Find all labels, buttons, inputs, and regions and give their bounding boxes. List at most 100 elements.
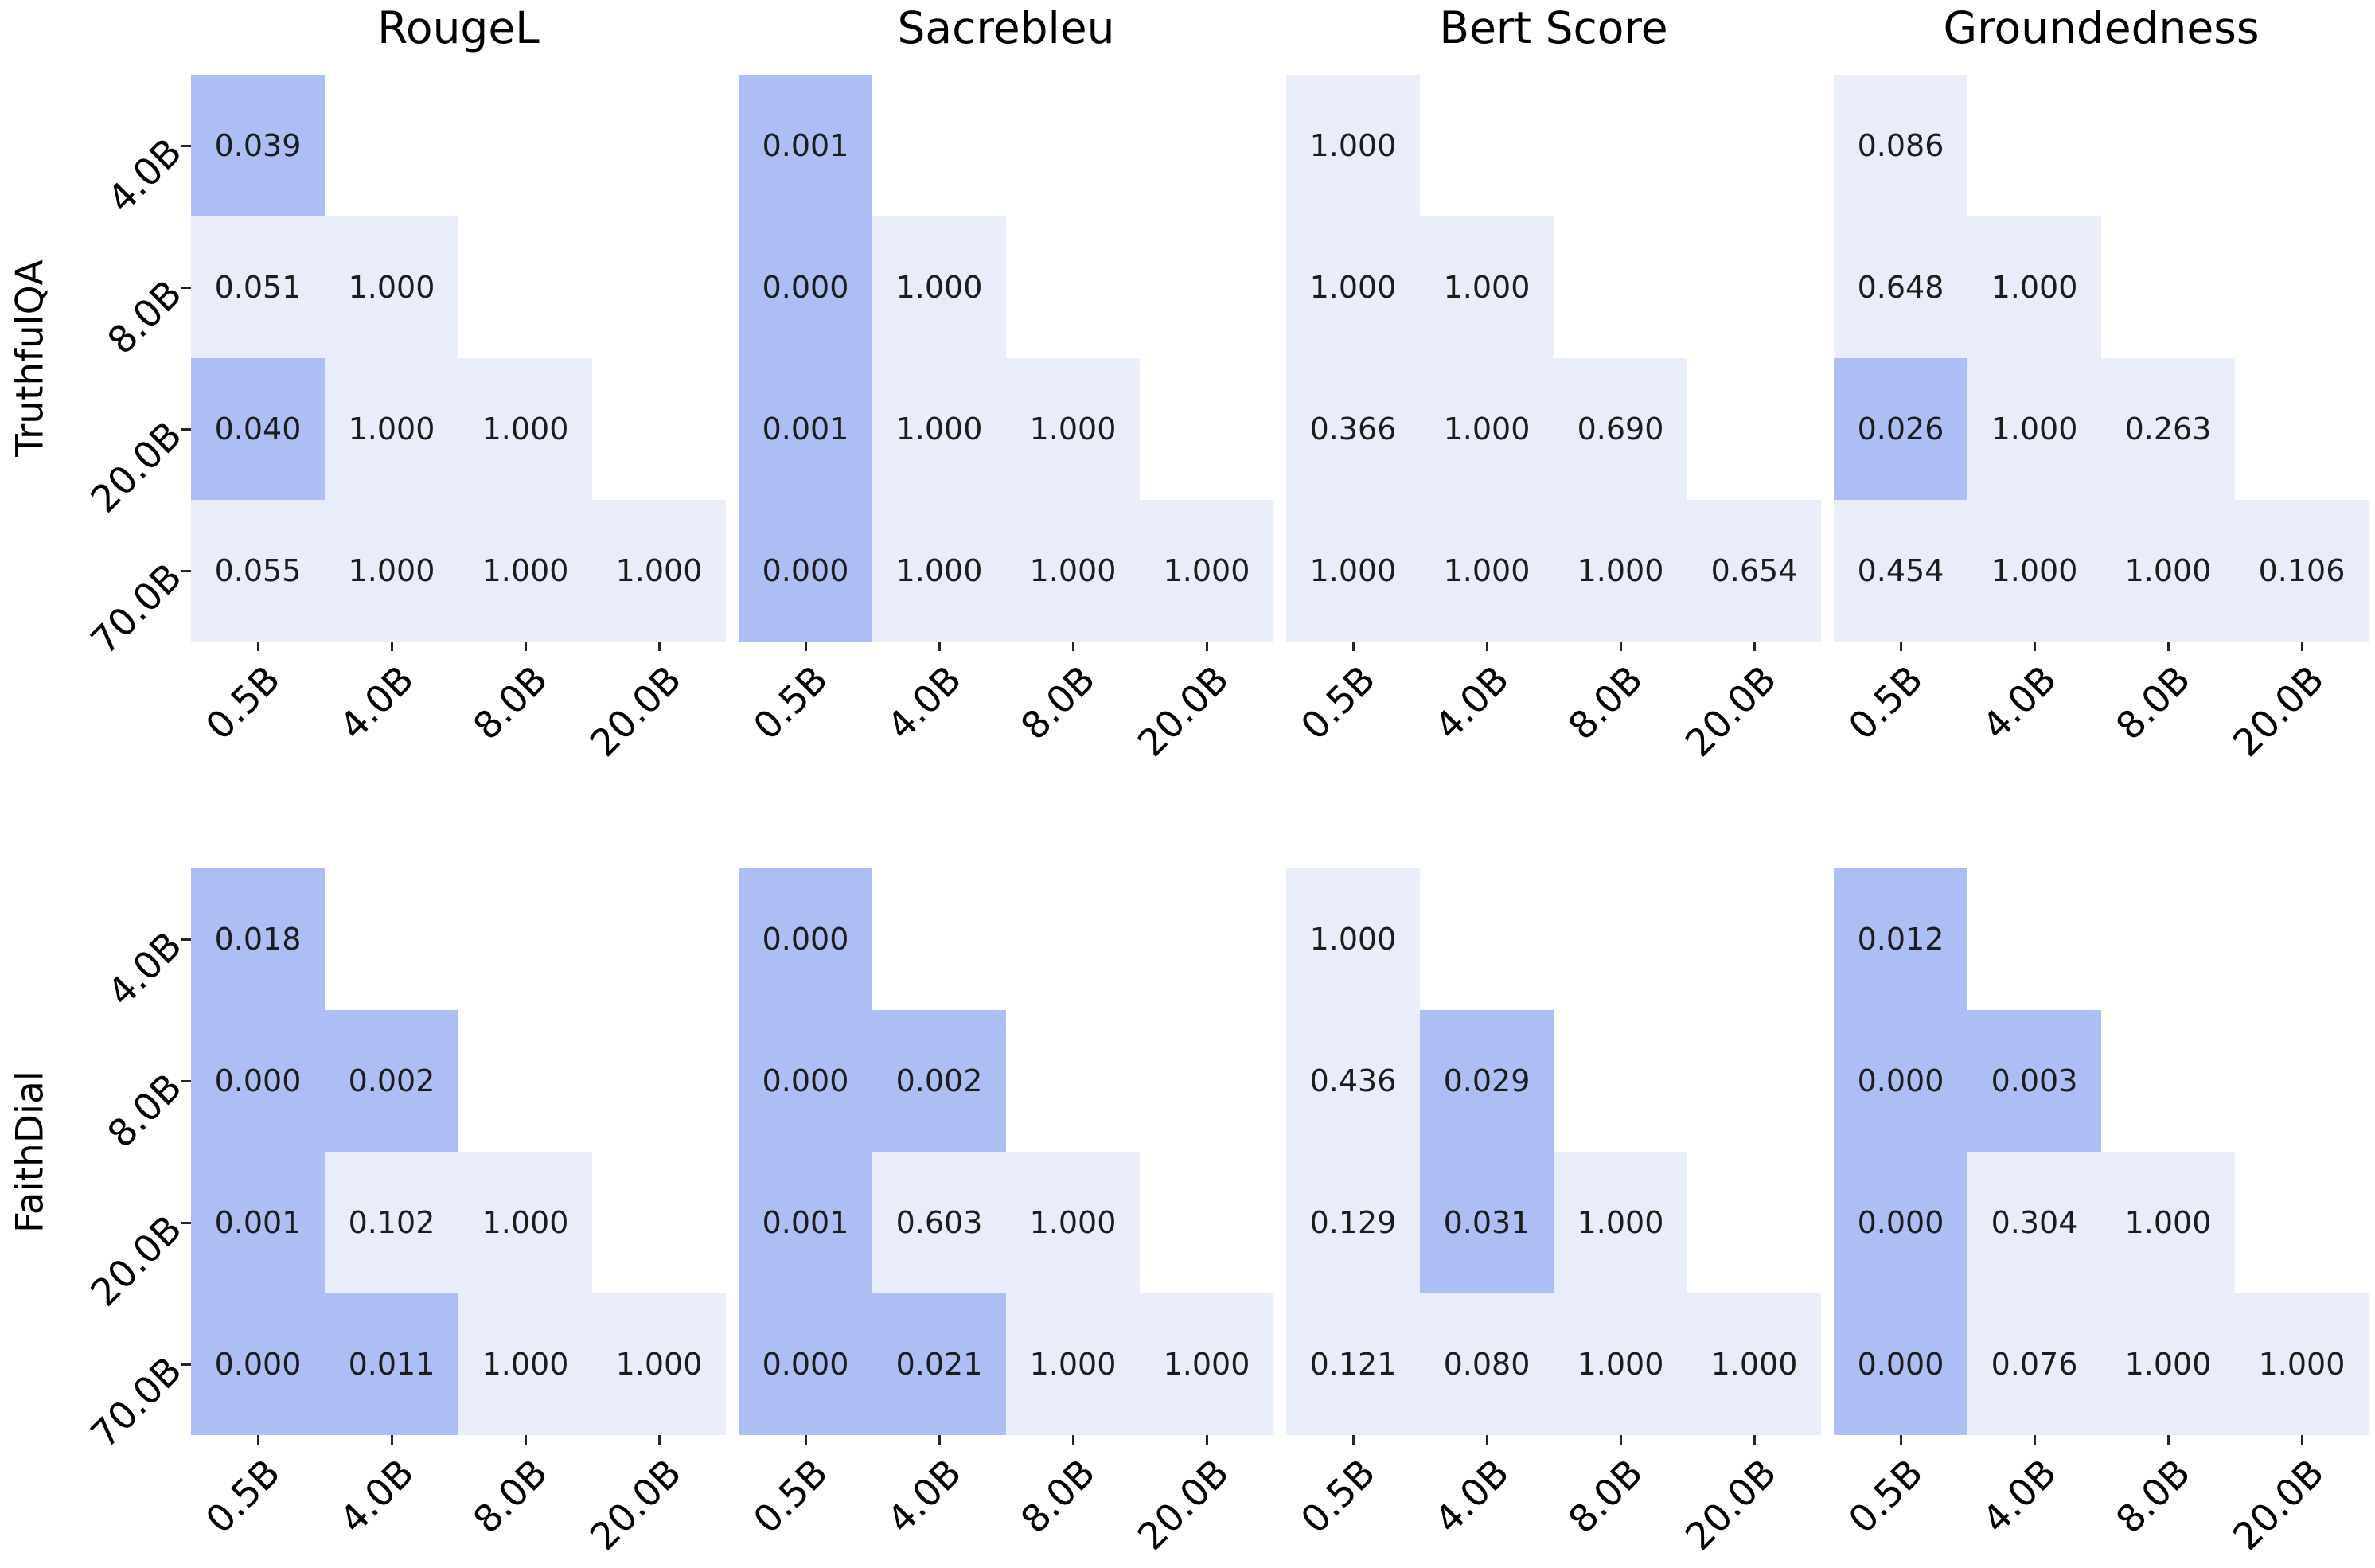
x-axis-tick-label: 20.0B	[1677, 657, 1785, 766]
heatmap-cell: 1.000	[1006, 500, 1140, 642]
heatmap-cell: 0.304	[1967, 1152, 2101, 1293]
x-axis-tick-label: 8.0B	[465, 657, 556, 749]
heatmap-cell: 0.000	[739, 1010, 872, 1152]
cell-value: 1.000	[1991, 553, 2078, 588]
heatmap-cell: 1.000	[592, 500, 726, 642]
heatmap-cell: 1.000	[1006, 1293, 1140, 1435]
x-axis-tick	[805, 642, 807, 651]
cell-value: 0.690	[1577, 412, 1664, 447]
cell-value: 0.031	[1443, 1205, 1531, 1240]
x-axis-tick	[658, 1435, 661, 1445]
y-axis-tick	[181, 570, 191, 572]
x-axis-tick	[257, 1435, 259, 1445]
heatmap-cell: 1.000	[325, 500, 458, 642]
cell-value: 0.603	[895, 1205, 983, 1240]
heatmap-cell: 1.000	[1286, 868, 1420, 1010]
heatmap-cell: 1.000	[1554, 1152, 1687, 1293]
heatmap-cell: 1.000	[1420, 358, 1554, 500]
cell-value: 0.000	[762, 270, 849, 305]
heatmap-panel-truthfulqa-groundedness: 0.086 0.648 1.000 0.026 1.000 0.263 0.454 1.000…	[1834, 75, 2369, 766]
heatmap-cell: 1.000	[872, 358, 1006, 500]
x-axis-tick	[1352, 642, 1355, 651]
cell-value: 0.129	[1309, 1205, 1397, 1240]
heatmap-cell: 0.011	[325, 1293, 458, 1435]
heatmap-cell: 1.000	[458, 1293, 592, 1435]
x-axis-tick	[391, 1435, 393, 1445]
cell-value: 0.102	[348, 1205, 435, 1240]
x-axis-tick	[1486, 642, 1488, 651]
heatmap-cell: 0.000	[1834, 1152, 1967, 1293]
cell-value: 0.001	[214, 1205, 302, 1240]
heatmap-cell: 0.001	[191, 1152, 325, 1293]
heatmap-cell: 0.366	[1286, 358, 1420, 500]
metric-title-groundedness: Groundedness	[1943, 2, 2260, 53]
heatmap-cell: 0.018	[191, 868, 325, 1010]
cell-value: 0.000	[1857, 1205, 1944, 1240]
x-axis-tick-label: 8.0B	[1560, 1451, 1652, 1543]
x-axis-tick	[938, 642, 941, 651]
cell-value: 1.000	[1029, 553, 1117, 588]
y-axis-tick-label: 8.0B	[99, 271, 191, 364]
cell-value: 1.000	[1577, 1347, 1664, 1382]
cell-value: 1.000	[348, 412, 435, 447]
x-axis-tick	[658, 642, 661, 651]
x-axis-tick-label: 0.5B	[1840, 1451, 1932, 1543]
cell-value: 0.039	[214, 128, 302, 163]
cell-value: 1.000	[1309, 922, 1397, 957]
cell-value: 1.000	[895, 412, 983, 447]
cell-value: 0.106	[2258, 553, 2346, 588]
cell-value: 1.000	[1163, 553, 1250, 588]
x-axis-tick-label: 0.5B	[1293, 657, 1384, 749]
heatmap-cell: 1.000	[1006, 1152, 1140, 1293]
cell-value: 0.648	[1857, 270, 1944, 305]
x-axis-tick-label: 20.0B	[1129, 657, 1238, 766]
x-axis-tick	[1206, 642, 1208, 651]
heatmap-panel-faithdial-groundedness: 0.012 0.000 0.003 0.000 0.304 1.000 0.000 0.076…	[1834, 868, 2369, 1559]
cell-value: 1.000	[348, 553, 435, 588]
x-axis-tick-label: 8.0B	[1012, 657, 1104, 749]
x-axis-tick-label: 8.0B	[465, 1451, 556, 1543]
x-axis-tick-label: 4.0B	[1426, 657, 1518, 749]
x-axis-tick-label: 4.0B	[331, 657, 423, 749]
heatmap-cell: 0.076	[1967, 1293, 2101, 1435]
cell-value: 0.040	[214, 412, 302, 447]
heatmap-cell: 1.000	[458, 500, 592, 642]
cell-value: 0.002	[895, 1063, 983, 1098]
y-axis-tick	[181, 1080, 191, 1082]
cell-value: 1.000	[1029, 1205, 1117, 1240]
heatmap-cell: 0.000	[739, 1293, 872, 1435]
y-axis-tick-label: 4.0B	[99, 923, 191, 1016]
y-axis-tick	[181, 938, 191, 941]
heatmap-cell: 0.000	[191, 1010, 325, 1152]
cell-value: 0.001	[762, 1205, 849, 1240]
heatmap-cell: 0.026	[1834, 358, 1967, 500]
heatmap-panel-truthfulqa-rougel: 0.039 0.051 1.000 0.040 1.000 1.000 0.055 1.000…	[83, 75, 726, 766]
heatmap-cell: 0.031	[1420, 1152, 1554, 1293]
x-axis-tick-label: 4.0B	[879, 1451, 970, 1543]
heatmap-cell: 0.106	[2235, 500, 2369, 642]
heatmap-cell: 0.000	[739, 500, 872, 642]
heatmap-cell: 0.001	[739, 1152, 872, 1293]
cell-value: 0.026	[1857, 412, 1944, 447]
cell-value: 0.654	[1710, 553, 1798, 588]
heatmap-cell: 0.001	[739, 358, 872, 500]
heatmap-cell: 1.000	[1286, 500, 1420, 642]
heatmap-cell: 0.000	[1834, 1010, 1967, 1152]
heatmap-cell: 0.040	[191, 358, 325, 500]
x-axis-tick	[1206, 1435, 1208, 1445]
x-axis-tick-label: 20.0B	[1677, 1451, 1785, 1559]
x-axis-tick	[1486, 1435, 1488, 1445]
heatmap-cell: 0.080	[1420, 1293, 1554, 1435]
y-axis-tick	[181, 1222, 191, 1224]
x-axis-tick-label: 8.0B	[2108, 657, 2199, 749]
heatmap-cell: 1.000	[872, 500, 1006, 642]
heatmap-cell: 0.000	[191, 1293, 325, 1435]
x-axis-tick-label: 0.5B	[197, 657, 289, 749]
heatmap-cell: 1.000	[2101, 1152, 2235, 1293]
cell-value: 1.000	[1309, 128, 1397, 163]
x-axis-tick-label: 4.0B	[879, 657, 970, 749]
heatmap-cell: 1.000	[1006, 358, 1140, 500]
cell-value: 1.000	[1710, 1347, 1798, 1382]
x-axis-tick	[257, 642, 259, 651]
